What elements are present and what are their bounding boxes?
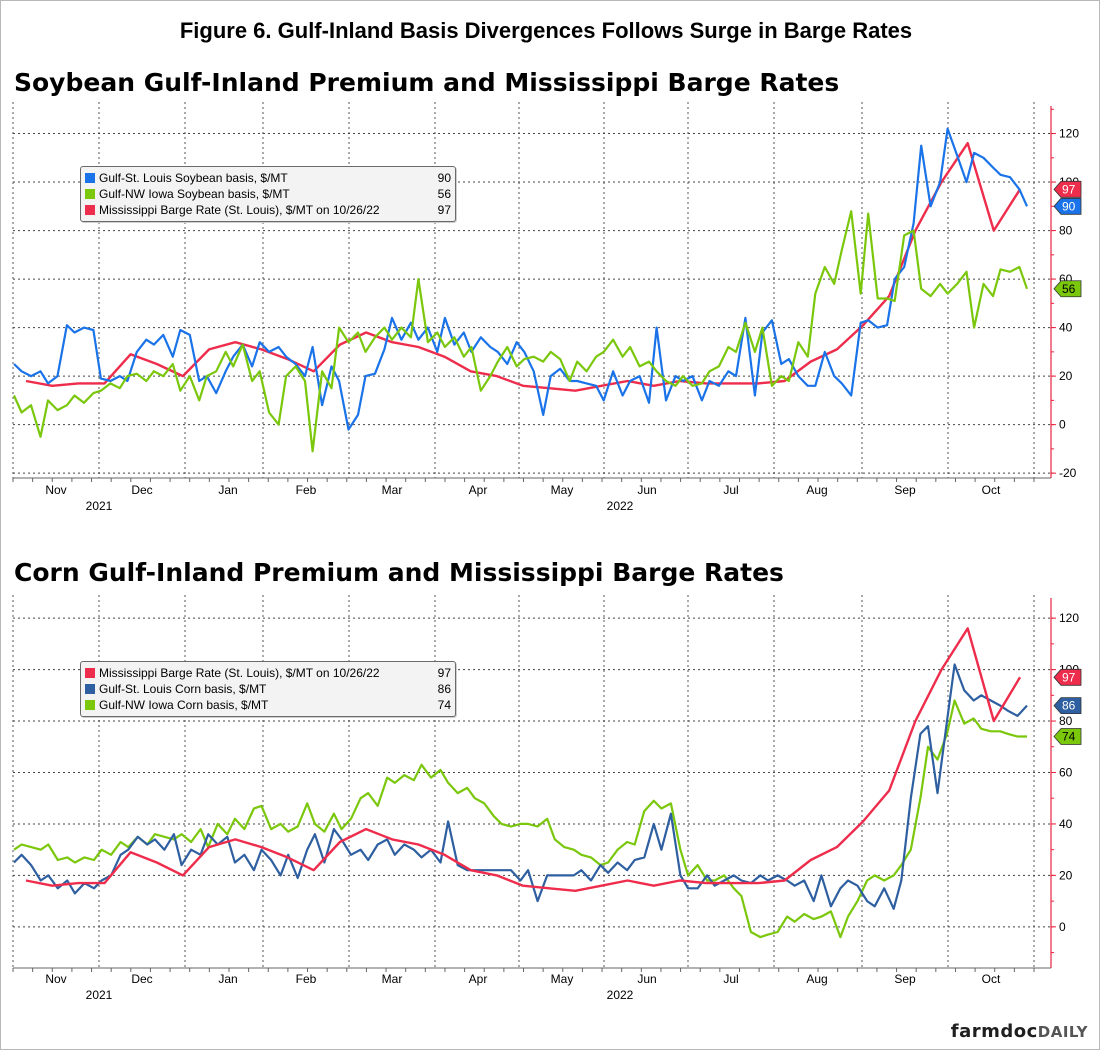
end-value-flag-shape bbox=[1053, 280, 1082, 298]
x-month-label: Mar bbox=[382, 972, 403, 986]
end-value-flag: 90 bbox=[1053, 197, 1082, 215]
x-month-label: Nov bbox=[45, 483, 66, 497]
x-month-label: Oct bbox=[982, 972, 1001, 986]
y-tick-label: 120 bbox=[1059, 611, 1079, 625]
legend-swatch-green bbox=[85, 700, 95, 710]
farmdoc-daily-logo: farmdocDAILY bbox=[951, 1021, 1088, 1042]
end-value-label: 74 bbox=[1062, 729, 1076, 743]
x-month-label: Apr bbox=[469, 972, 488, 986]
x-month-label: Mar bbox=[382, 483, 403, 497]
legend-value: 97 bbox=[437, 666, 451, 680]
end-value-flag-shape bbox=[1053, 697, 1082, 715]
y-tick-label: 60 bbox=[1059, 765, 1073, 779]
corn-legend: Mississippi Barge Rate (St. Louis), $/MT… bbox=[80, 661, 456, 717]
series-line bbox=[12, 210, 1029, 453]
x-month-label: Jul bbox=[723, 483, 738, 497]
legend-entry: Gulf-NW Iowa Corn basis, $/MT 74 bbox=[85, 697, 451, 713]
legend-value: 86 bbox=[437, 682, 451, 696]
end-value-flag-shape bbox=[1053, 180, 1082, 198]
legend-swatch-green bbox=[85, 189, 95, 199]
legend-label: Gulf-St. Louis Corn basis, $/MT bbox=[99, 682, 267, 696]
legend-label: Gulf-NW Iowa Corn basis, $/MT bbox=[99, 698, 269, 712]
x-year-label: 2022 bbox=[607, 499, 634, 513]
corn-plot: 120100806040200NovDecJanFebMarAprMayJunJ… bbox=[12, 595, 1082, 1002]
y-tick-label: 20 bbox=[1059, 369, 1073, 383]
x-month-label: Jun bbox=[637, 483, 656, 497]
end-value-flag-shape bbox=[1053, 728, 1082, 745]
legend-label: Mississippi Barge Rate (St. Louis), $/MT… bbox=[99, 203, 380, 217]
brand-part1: farmdoc bbox=[950, 1021, 1038, 1042]
x-month-label: Oct bbox=[982, 483, 1001, 497]
y-tick-label: 20 bbox=[1059, 868, 1073, 882]
x-month-label: Apr bbox=[469, 483, 488, 497]
x-month-label: Sep bbox=[894, 483, 916, 497]
series-line bbox=[25, 627, 1022, 892]
x-year-label: 2022 bbox=[607, 988, 634, 1002]
x-month-label: Jun bbox=[637, 972, 656, 986]
y-tick-label: 80 bbox=[1059, 714, 1073, 728]
end-value-label: 56 bbox=[1062, 282, 1076, 296]
x-month-label: Sep bbox=[894, 972, 916, 986]
end-value-label: 86 bbox=[1062, 699, 1076, 713]
legend-swatch-red bbox=[85, 668, 95, 678]
legend-swatch-blue bbox=[85, 684, 95, 694]
corn-chart-title: Corn Gulf-Inland Premium and Mississippi… bbox=[14, 558, 784, 587]
legend-label: Gulf-NW Iowa Soybean basis, $/MT bbox=[99, 187, 290, 201]
x-year-label: 2021 bbox=[86, 988, 113, 1002]
soybean-legend: Gulf-St. Louis Soybean basis, $/MT 90 Gu… bbox=[80, 166, 456, 222]
legend-swatch-red bbox=[85, 205, 95, 215]
end-value-flag: 97 bbox=[1053, 180, 1082, 198]
end-value-flag: 97 bbox=[1053, 668, 1082, 686]
legend-value: 74 bbox=[437, 698, 451, 712]
y-tick-label: 40 bbox=[1059, 321, 1073, 335]
series-line bbox=[13, 663, 1028, 910]
y-tick-label: 0 bbox=[1059, 920, 1066, 934]
y-tick-label: 80 bbox=[1059, 224, 1073, 238]
end-value-flag-shape bbox=[1053, 197, 1082, 215]
series-line bbox=[25, 142, 1022, 392]
x-month-label: Aug bbox=[806, 483, 827, 497]
x-month-label: May bbox=[551, 483, 574, 497]
legend-entry: Gulf-St. Louis Soybean basis, $/MT 90 bbox=[85, 170, 451, 186]
series-line bbox=[13, 699, 1027, 939]
x-month-label: Feb bbox=[296, 972, 317, 986]
legend-entry: Mississippi Barge Rate (St. Louis), $/MT… bbox=[85, 665, 451, 681]
x-year-label: 2021 bbox=[86, 499, 113, 513]
x-month-label: Dec bbox=[131, 972, 152, 986]
brand-part2: DAILY bbox=[1037, 1023, 1088, 1041]
legend-entry: Mississippi Barge Rate (St. Louis), $/MT… bbox=[85, 202, 451, 218]
legend-label: Mississippi Barge Rate (St. Louis), $/MT… bbox=[99, 666, 380, 680]
soybean-plot: 120100806040200-20NovDecJanFebMarAprMayJ… bbox=[12, 102, 1082, 513]
y-tick-label: 40 bbox=[1059, 817, 1073, 831]
x-month-label: Dec bbox=[131, 483, 152, 497]
x-month-label: Feb bbox=[296, 483, 317, 497]
legend-entry: Gulf-St. Louis Corn basis, $/MT 86 bbox=[85, 681, 451, 697]
legend-value: 97 bbox=[437, 203, 451, 217]
end-value-flag: 86 bbox=[1053, 697, 1082, 715]
x-month-label: Jul bbox=[723, 972, 738, 986]
y-tick-label: 0 bbox=[1059, 418, 1066, 432]
y-tick-label: 120 bbox=[1059, 127, 1079, 141]
legend-entry: Gulf-NW Iowa Soybean basis, $/MT 56 bbox=[85, 186, 451, 202]
legend-value: 90 bbox=[437, 171, 451, 185]
end-value-label: 97 bbox=[1062, 182, 1076, 196]
legend-value: 56 bbox=[437, 187, 451, 201]
y-tick-label: -20 bbox=[1059, 466, 1077, 480]
end-value-label: 90 bbox=[1062, 199, 1076, 213]
x-month-label: Nov bbox=[45, 972, 66, 986]
x-month-label: Jan bbox=[218, 483, 237, 497]
end-value-flag-shape bbox=[1053, 668, 1082, 686]
x-month-label: Jan bbox=[218, 972, 237, 986]
end-value-label: 97 bbox=[1062, 670, 1076, 684]
legend-swatch-blue bbox=[85, 173, 95, 183]
x-month-label: Aug bbox=[806, 972, 827, 986]
soybean-chart-title: Soybean Gulf-Inland Premium and Mississi… bbox=[14, 68, 840, 97]
end-value-flag: 56 bbox=[1053, 280, 1082, 298]
legend-label: Gulf-St. Louis Soybean basis, $/MT bbox=[99, 171, 288, 185]
figure-title: Figure 6. Gulf-Inland Basis Divergences … bbox=[179, 18, 913, 43]
end-value-flag: 74 bbox=[1053, 728, 1082, 745]
series-line bbox=[13, 127, 1029, 431]
x-month-label: May bbox=[551, 972, 574, 986]
